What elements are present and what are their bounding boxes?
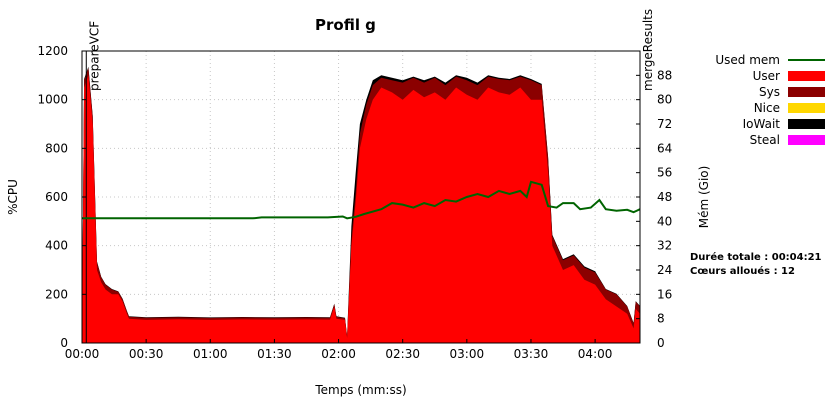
- x-axis-title: Temps (mm:ss): [314, 383, 406, 397]
- legend-label-mem: Used mem: [715, 53, 780, 67]
- y-tick-label: 0: [60, 336, 68, 350]
- x-tick-label: 01:00: [193, 347, 228, 361]
- y-axis: 0 200 400 600 800 1000 1200: [37, 44, 86, 350]
- y-tick-label: 400: [45, 239, 68, 253]
- info-duration: Durée totale : 00:04:21: [690, 251, 822, 263]
- y2-tick-label: 24: [657, 263, 672, 277]
- y2-tick-label: 8: [657, 312, 665, 326]
- info-cores: Cœurs alloués : 12: [690, 265, 795, 277]
- x-tick-label: 04:00: [578, 347, 613, 361]
- y-tick-label: 200: [45, 287, 68, 301]
- x-tick-label: 03:30: [514, 347, 549, 361]
- y2-tick-label: 88: [657, 68, 672, 82]
- y2-tick-label: 32: [657, 239, 672, 253]
- mem-line: [82, 180, 641, 220]
- y2-tick-label: 48: [657, 190, 672, 204]
- area-layer: [82, 66, 640, 344]
- legend-label-iowait: IoWait: [743, 117, 781, 131]
- y2-tick-label: 80: [657, 93, 672, 107]
- y2-tick-label: 40: [657, 214, 672, 228]
- legend-swatch-user: [788, 71, 825, 81]
- x-tick-label: 02:00: [321, 347, 356, 361]
- y2-tick-label: 64: [657, 141, 672, 155]
- x-tick-label: 00:30: [129, 347, 164, 361]
- legend-swatch-sys: [788, 87, 825, 97]
- y2-tick-label: 56: [657, 166, 672, 180]
- y-axis-title: %CPU: [6, 179, 20, 215]
- y2-axis: 0 8 16 24 32 40 48 56 64 72 80 88: [636, 68, 672, 350]
- y-tick-label: 1000: [37, 93, 68, 107]
- x-tick-label: 00:00: [65, 347, 100, 361]
- x-axis: 00:00 00:30 01:00 01:30 02:00 02:30 03:00 03:30…: [65, 339, 613, 361]
- y-tick-label: 800: [45, 141, 68, 155]
- y2-axis-title: Mém (Gio): [697, 166, 711, 229]
- y-tick-label: 1200: [37, 44, 68, 58]
- y-tick-label: 600: [45, 190, 68, 204]
- legend-label-nice: Nice: [754, 101, 780, 115]
- legend-swatch-iowait: [788, 119, 825, 129]
- legend: Used mem User Sys Nice IoWait Steal: [715, 53, 825, 147]
- legend-swatch-steal: [788, 135, 825, 145]
- x-tick-label: 03:00: [450, 347, 485, 361]
- y2-tick-label: 0: [657, 336, 665, 350]
- legend-swatch-nice: [788, 103, 825, 113]
- x-tick-label: 02:30: [385, 347, 420, 361]
- chart-title: Profil g: [315, 16, 376, 34]
- legend-label-steal: Steal: [750, 133, 780, 147]
- y2-tick-label: 72: [657, 117, 672, 131]
- y2-tick-label: 16: [657, 287, 672, 301]
- legend-label-user: User: [753, 69, 780, 83]
- area-user: [82, 75, 640, 344]
- marker-label: mergeResults: [641, 9, 655, 91]
- x-tick-label: 01:30: [257, 347, 292, 361]
- legend-label-sys: Sys: [759, 85, 780, 99]
- marker-label: prepareVCF: [87, 21, 101, 91]
- mem-layer: [82, 180, 641, 220]
